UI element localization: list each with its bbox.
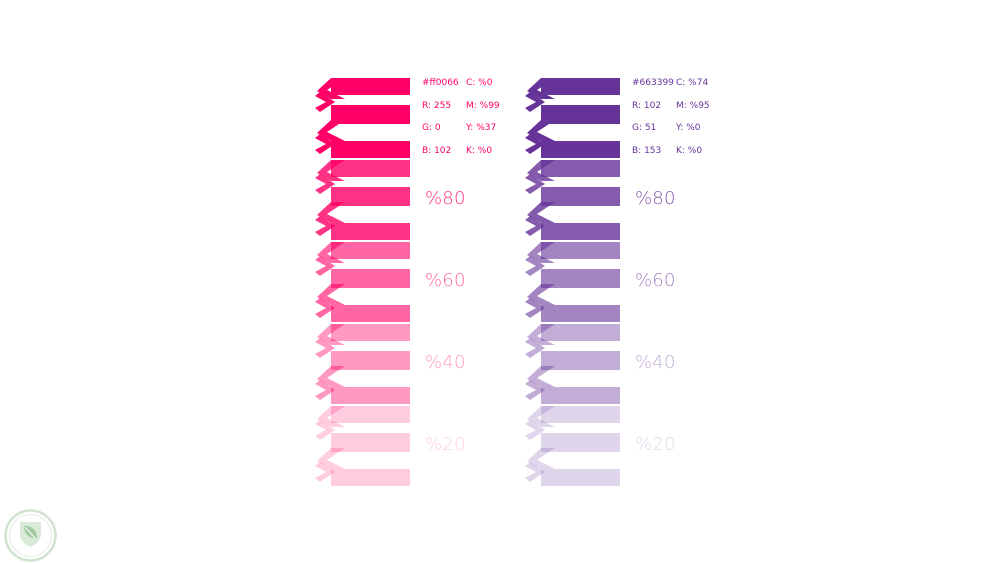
tint-label-20: %20	[635, 434, 676, 455]
tint-swatch-60	[315, 242, 410, 322]
branch-arrow-icon	[315, 160, 410, 240]
tint-label-80: %80	[635, 188, 676, 209]
purple-color-column: #663399 C: %74 R: 102 M: %95 G: 51 Y: %0…	[525, 78, 745, 488]
branch-arrow-icon	[525, 78, 620, 158]
branch-arrow-icon	[315, 78, 410, 158]
branch-arrow-icon	[525, 324, 620, 404]
branch-arrow-icon	[525, 406, 620, 486]
tint-swatch-20	[315, 406, 410, 486]
purple-color-info: #663399 C: %74 R: 102 M: %95 G: 51 Y: %0…	[632, 78, 726, 157]
swatch-bar	[541, 469, 620, 486]
swatch-bar	[331, 187, 410, 206]
swatch-bar	[541, 160, 620, 177]
pink-color-info: #ff0066 C: %0 R: 255 M: %99 G: 0 Y: %37 …	[422, 78, 516, 157]
branch-arrow-icon	[315, 242, 410, 322]
swatch-bar	[541, 351, 620, 370]
tint-swatch-80	[315, 160, 410, 240]
cyan-value: C: %0	[466, 78, 493, 88]
tint-swatch-100	[525, 78, 620, 158]
swatch-bar	[331, 160, 410, 177]
swatch-bar	[541, 433, 620, 452]
pink-color-column: #ff0066 C: %0 R: 255 M: %99 G: 0 Y: %37 …	[315, 78, 535, 488]
tint-swatch-80	[525, 160, 620, 240]
yellow-value: Y: %0	[676, 123, 701, 133]
swatch-bar	[331, 406, 410, 423]
branch-arrow-icon	[315, 324, 410, 404]
swatch-bar	[541, 78, 620, 95]
swatch-bar	[331, 141, 410, 158]
tint-label-40: %40	[635, 352, 676, 373]
green-value: G: 51	[632, 123, 657, 133]
tint-swatch-60	[525, 242, 620, 322]
swatch-bar	[331, 78, 410, 95]
swatch-bar	[331, 305, 410, 322]
red-value: R: 255	[422, 100, 452, 111]
swatch-bar	[541, 387, 620, 404]
swatch-bar	[331, 269, 410, 288]
tint-label-60: %60	[635, 270, 676, 291]
swatch-bar	[331, 469, 410, 486]
swatch-bar	[541, 269, 620, 288]
tint-swatch-40	[315, 324, 410, 404]
swatch-bar	[541, 187, 620, 206]
tint-label-60: %60	[425, 270, 466, 291]
magenta-value: M: %95	[676, 100, 710, 111]
magenta-value: M: %99	[466, 100, 500, 111]
swatch-bar	[331, 223, 410, 240]
logo	[3, 508, 58, 563]
hex-value: #ff0066	[422, 78, 459, 88]
tint-label-40: %40	[425, 352, 466, 373]
tint-swatch-20	[525, 406, 620, 486]
swatch-bar	[541, 305, 620, 322]
yellow-value: Y: %37	[466, 123, 497, 133]
branch-arrow-icon	[525, 242, 620, 322]
swatch-bar	[541, 105, 620, 124]
swatch-bar	[331, 387, 410, 404]
black-value: K: %0	[466, 145, 493, 156]
leaf-shield-logo-icon	[4, 509, 57, 562]
hex-value: #663399	[632, 78, 674, 88]
swatch-bar	[541, 141, 620, 158]
branch-arrow-icon	[525, 160, 620, 240]
swatch-bar	[331, 351, 410, 370]
swatch-bar	[331, 242, 410, 259]
swatch-bar	[331, 105, 410, 124]
cyan-value: C: %74	[676, 78, 709, 88]
tint-swatch-40	[525, 324, 620, 404]
swatch-bar	[331, 324, 410, 341]
blue-value: B: 102	[422, 145, 452, 156]
swatch-bar	[541, 406, 620, 423]
swatch-bar	[541, 324, 620, 341]
tint-swatch-100	[315, 78, 410, 158]
black-value: K: %0	[676, 145, 703, 156]
blue-value: B: 153	[632, 145, 662, 156]
tint-label-80: %80	[425, 188, 466, 209]
tint-label-20: %20	[425, 434, 466, 455]
branch-arrow-icon	[315, 406, 410, 486]
green-value: G: 0	[422, 123, 441, 133]
swatch-bar	[541, 242, 620, 259]
swatch-bar	[541, 223, 620, 240]
red-value: R: 102	[632, 100, 662, 111]
swatch-bar	[331, 433, 410, 452]
